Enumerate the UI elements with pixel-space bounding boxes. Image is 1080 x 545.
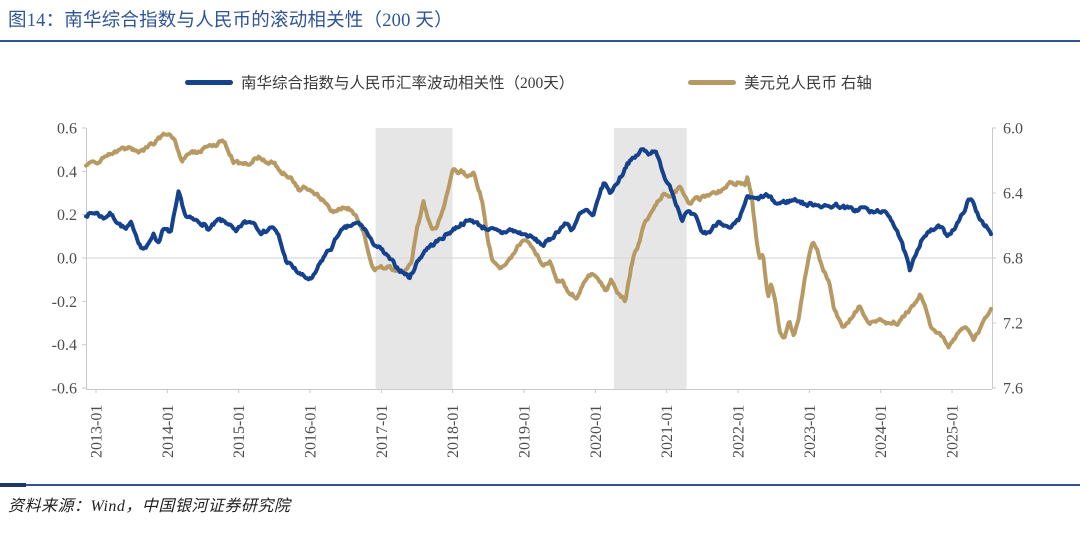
right-axis-tick-label: 7.6: [1003, 381, 1023, 398]
legend-swatch-usdcny: [688, 79, 736, 85]
left-axis-tick-label: 0.2: [57, 207, 77, 224]
legend-item-usdcny: 美元兑人民币 右轴: [688, 71, 872, 93]
left-axis-tick-label: -0.2: [52, 294, 77, 311]
series-correlation-line: [84, 147, 993, 282]
x-axis-tick-label: 2013-01: [89, 405, 106, 458]
left-axis-tick-label: -0.4: [52, 337, 77, 354]
x-axis-tick-label: 2015-01: [231, 405, 248, 458]
figure-title: 图14：南华综合指数与人民币的滚动相关性（200 天）: [8, 11, 453, 31]
x-axis-tick-label: 2014-01: [160, 405, 177, 458]
footer-divider-stub: [0, 483, 26, 487]
right-axis-tick-label: 6.4: [1003, 186, 1023, 203]
legend-item-correlation: 南华综合指数与人民币汇率波动相关性（200天）: [185, 71, 574, 93]
x-axis-tick-label: 2017-01: [374, 405, 391, 458]
x-axis-tick-label: 2025-01: [945, 405, 962, 458]
legend-label-usdcny: 美元兑人民币 右轴: [744, 75, 872, 92]
right-axis-tick-label: 7.2: [1003, 316, 1023, 333]
title-underline: [0, 40, 1080, 42]
series-usdcny-line: [84, 131, 993, 350]
x-axis-tick-label: 2019-01: [517, 405, 534, 458]
left-axis-tick-label: -0.6: [52, 381, 77, 398]
legend-swatch-correlation: [185, 79, 233, 85]
correlation-line-chart: 0.6 0.4 0.2 0.0 -0.2 -0.4 -0.6 6.0 6.4 6.8 7.2 7.6 2…: [52, 121, 1023, 459]
right-axis-labels: 6.0 6.4 6.8 7.2 7.6: [1003, 121, 1023, 398]
left-axis-tick-label: 0.4: [57, 164, 77, 181]
x-axis-tick-label: 2018-01: [445, 405, 462, 458]
footer-divider: [0, 484, 1080, 486]
x-axis-tick-label: 2023-01: [802, 405, 819, 458]
x-axis-tick-label: 2016-01: [303, 405, 320, 458]
right-axis-tick-label: 6.8: [1003, 251, 1023, 268]
right-axis-tick-label: 6.0: [1003, 121, 1023, 138]
x-axis-labels: 2013-01 2014-01 2015-01 2016-01 2017-01 2018-…: [89, 405, 962, 458]
axes: [82, 127, 996, 393]
left-axis-tick-label: 0.6: [57, 121, 77, 138]
x-axis-tick-label: 2021-01: [659, 405, 676, 458]
left-axis-tick-label: 0.0: [57, 251, 77, 268]
legend-label-correlation: 南华综合指数与人民币汇率波动相关性（200天）: [241, 75, 575, 92]
data-source-note: 资料来源：Wind，中国银河证券研究院: [8, 498, 291, 515]
left-axis-labels: 0.6 0.4 0.2 0.0 -0.2 -0.4 -0.6: [52, 121, 77, 398]
x-axis-tick-label: 2020-01: [588, 405, 605, 458]
x-axis-tick-label: 2024-01: [873, 405, 890, 458]
x-axis-tick-label: 2022-01: [731, 405, 748, 458]
